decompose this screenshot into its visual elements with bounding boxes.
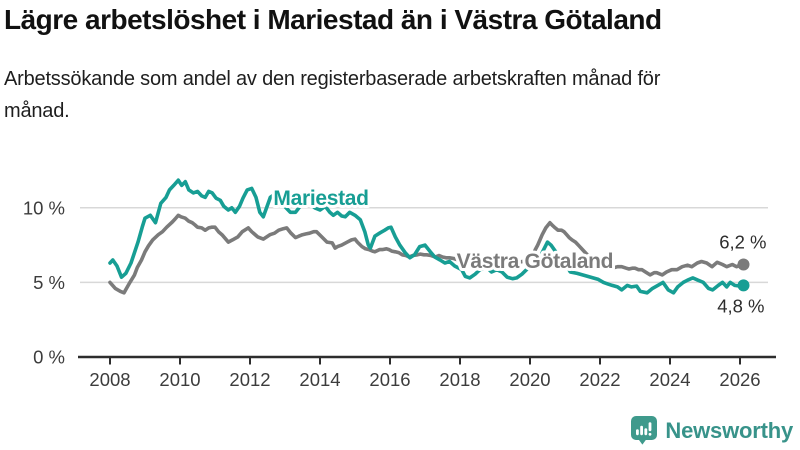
brand-name: Newsworthy xyxy=(665,417,793,443)
x-tick-label: 2024 xyxy=(649,369,690,390)
end-value-label-vastra-gotaland: 6,2 % xyxy=(719,231,766,252)
x-tick-label: 2014 xyxy=(299,369,340,390)
x-tick-label: 2016 xyxy=(369,369,410,390)
series-label-mariestad: Mariestad xyxy=(273,187,368,210)
y-tick-label: 5 % xyxy=(33,272,65,293)
x-tick-label: 2018 xyxy=(439,369,480,390)
series-line-vastra-gotaland xyxy=(108,213,746,295)
series-label-vastra-gotaland: Västra Götaland xyxy=(457,250,614,273)
brand-footer: Newsworthy xyxy=(631,416,793,445)
x-tick-label: 2010 xyxy=(159,369,200,390)
newsworthy-logo-icon xyxy=(631,416,658,445)
end-dot-mariestad xyxy=(737,279,750,292)
x-tick-label: 2026 xyxy=(719,369,760,390)
end-value-label-mariestad: 4,8 % xyxy=(717,295,764,316)
x-tick-label: 2012 xyxy=(229,369,270,390)
bar-chart-glyph xyxy=(636,422,652,436)
page-title: Lägre arbetslöshet i Mariestad än i Väst… xyxy=(4,4,662,35)
speech-bubble-shape xyxy=(631,416,658,445)
y-tick-label: 0 % xyxy=(33,347,65,368)
end-dot-vastra-gotaland xyxy=(737,258,750,271)
x-tick-label: 2022 xyxy=(579,369,620,390)
page-subtitle: Arbetssökande som andel av den registerb… xyxy=(4,68,661,122)
x-tick-label: 2020 xyxy=(509,369,550,390)
x-tick-label: 2008 xyxy=(89,369,130,390)
y-tick-label: 10 % xyxy=(23,197,65,218)
series-line-mariestad xyxy=(108,178,746,295)
